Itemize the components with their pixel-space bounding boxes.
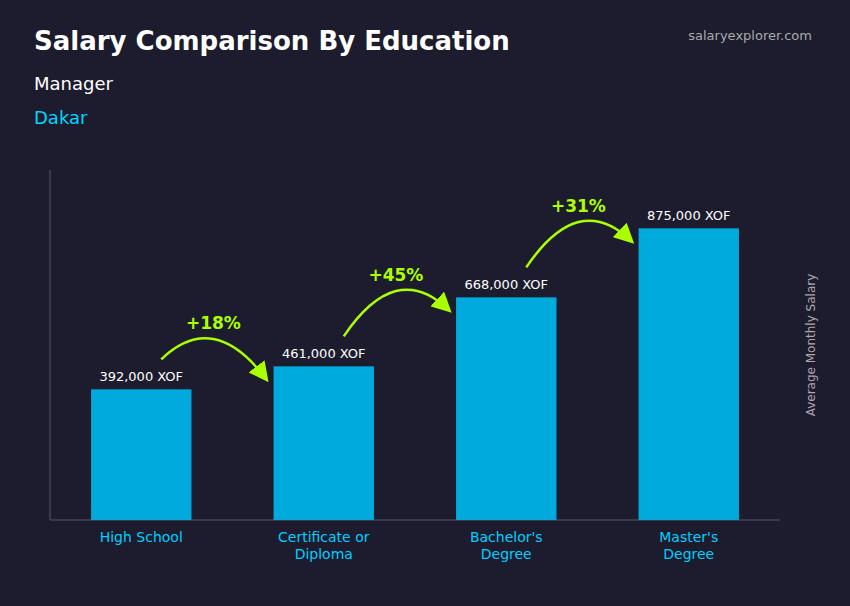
x-tick-label-line: Diploma: [295, 546, 353, 562]
bar: [274, 366, 374, 520]
x-tick-label: Master'sDegree: [659, 529, 718, 562]
source: salaryexplorer.com: [688, 28, 812, 43]
x-tick-label-line: High School: [100, 529, 183, 545]
chart: Salary Comparison By Education Manager Dak…: [0, 0, 850, 606]
annotation-arrow: [526, 221, 630, 268]
data-label: 392,000 XOF: [99, 369, 183, 384]
bar: [91, 389, 191, 520]
subtitle: Dakar: [34, 107, 88, 128]
title: Salary Comparison By Education: [34, 26, 510, 56]
x-tick-label-line: Degree: [663, 546, 714, 562]
data-label: 461,000 XOF: [282, 346, 366, 361]
data-label: 668,000 XOF: [464, 277, 548, 292]
annotation: +31%: [551, 196, 606, 216]
subtitle: Manager: [34, 73, 113, 94]
x-tick-label: Bachelor'sDegree: [470, 529, 543, 562]
annotation-arrow: [161, 338, 265, 378]
annotation: +18%: [186, 313, 241, 333]
x-tick-label-line: Master's: [659, 529, 718, 545]
annotation-arrow: [344, 290, 448, 337]
x-tick-label-line: Degree: [481, 546, 532, 562]
x-tick-label-line: Certificate or: [278, 529, 370, 545]
y-axis-label: Average Monthly Salary: [804, 274, 818, 417]
annotation: +45%: [368, 265, 423, 285]
data-label: 875,000 XOF: [647, 208, 731, 223]
x-tick-label: High School: [100, 529, 183, 545]
bar: [456, 297, 556, 520]
annotations: +18% +45% +31%: [161, 196, 630, 378]
background: [0, 0, 850, 606]
bars: [91, 228, 739, 520]
x-tick-label: Certificate orDiploma: [278, 529, 370, 562]
bar: [639, 228, 739, 520]
x-tick-label-line: Bachelor's: [470, 529, 543, 545]
y-axis-line: [50, 170, 51, 520]
